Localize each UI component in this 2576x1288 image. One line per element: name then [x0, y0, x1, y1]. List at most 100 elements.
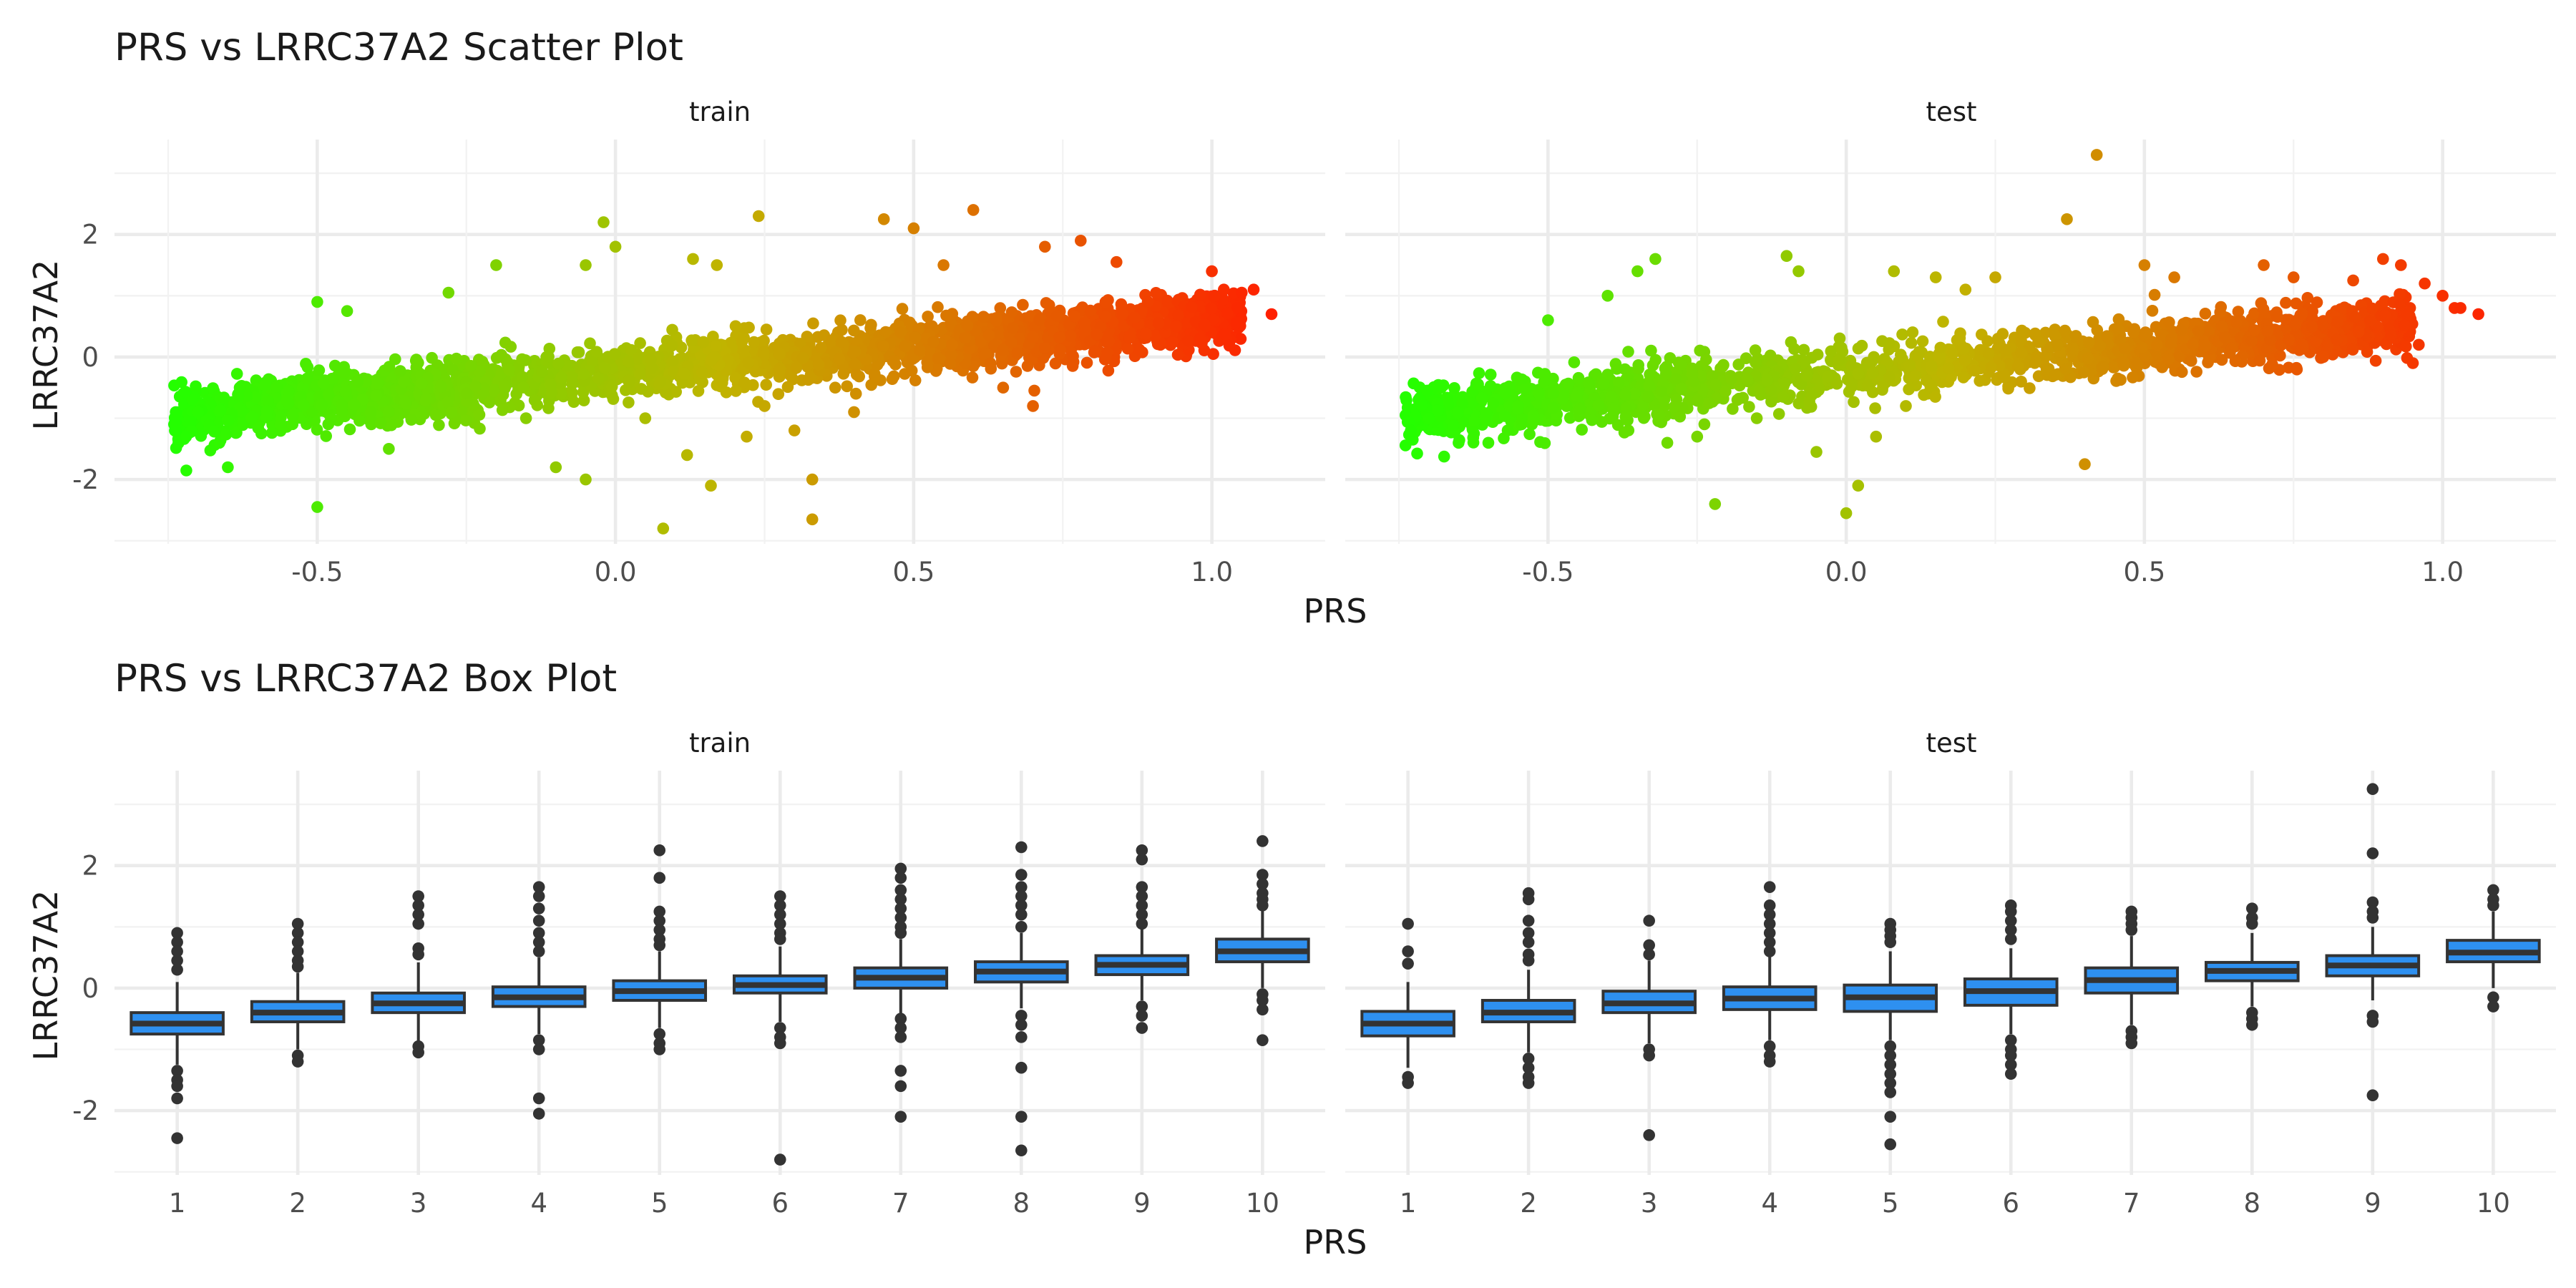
scatter-point	[2083, 336, 2095, 348]
box-outlier	[1136, 881, 1148, 893]
scatter-point	[1005, 306, 1018, 318]
scatter-point	[2331, 316, 2343, 328]
scatter-point	[2363, 315, 2376, 327]
scatter-point	[1066, 360, 1079, 372]
scatter-point	[2419, 277, 2431, 290]
box-train-box-1	[130, 927, 225, 1144]
scatter-point	[645, 361, 658, 374]
scatter-point	[1877, 379, 1889, 392]
scatter-point	[1538, 368, 1551, 380]
scatter-point	[519, 412, 532, 424]
scatter-point	[1761, 374, 1774, 386]
box-test-box-8	[2205, 902, 2300, 1031]
scatter-point	[1101, 334, 1113, 347]
box-outlier	[1136, 908, 1148, 921]
scatter-point	[1556, 392, 1569, 405]
box-outlier	[171, 945, 183, 957]
scatter-point	[1946, 347, 1959, 360]
scatter-point	[1236, 286, 1248, 299]
scatter-point	[528, 394, 541, 406]
scatter-point	[2266, 358, 2278, 371]
scatter-point	[2165, 337, 2177, 350]
scatter-point	[459, 414, 472, 426]
scatter-point	[1622, 424, 1635, 436]
scatter-point	[1515, 374, 1528, 386]
scatter-point	[708, 351, 721, 363]
scatter-point	[2230, 316, 2243, 329]
scatter-point	[2049, 369, 2062, 381]
box-outlier	[1402, 945, 1414, 957]
scatter-point	[849, 346, 862, 358]
scatter-point	[2361, 346, 2373, 358]
scatter-point	[850, 369, 863, 381]
scatter-point	[186, 393, 198, 406]
box-outlier	[171, 936, 183, 948]
scatter-point	[909, 374, 922, 386]
scatter-point	[1903, 383, 1915, 396]
scatter-point	[1523, 428, 1536, 440]
scatter-test-x-tick-label: 0.5	[2123, 557, 2165, 587]
scatter-point	[1050, 310, 1063, 322]
scatter-point	[2248, 324, 2260, 336]
scatter-point	[1629, 387, 1641, 400]
scatter-point	[2283, 333, 2295, 346]
scatter-point	[1996, 328, 2009, 340]
scatter-point	[997, 343, 1009, 356]
box-outlier	[1015, 1031, 1028, 1043]
box-outlier	[1763, 945, 1776, 957]
scatter-point	[879, 326, 892, 338]
scatter-panel-train-strip: train	[689, 97, 751, 127]
box-outlier	[2125, 924, 2138, 936]
scatter-point	[807, 317, 819, 330]
box-train-box-2	[250, 917, 346, 1068]
box-outlier	[1015, 899, 1028, 912]
scatter-point	[1117, 308, 1129, 320]
scatter-point	[741, 430, 753, 443]
scatter-point	[1405, 424, 1417, 436]
scatter-point	[623, 396, 635, 409]
scatter-point	[469, 380, 482, 393]
scatter-point	[680, 449, 693, 462]
scatter-point	[577, 368, 590, 381]
scatter-point	[1206, 265, 1218, 278]
scatter-point	[1706, 370, 1719, 382]
box-outlier	[894, 872, 907, 884]
scatter-point	[1848, 396, 1860, 409]
scatter-point	[1528, 414, 1540, 426]
scatter-point	[208, 425, 220, 438]
box-outlier	[894, 1065, 907, 1077]
scatter-point	[1719, 385, 1732, 398]
scatter-point	[584, 337, 596, 350]
box-outlier	[1884, 1086, 1897, 1098]
scatter-point	[2061, 213, 2073, 225]
scatter-point	[1547, 401, 1559, 414]
scatter-point	[1199, 318, 1211, 331]
scatter-point	[1054, 343, 1066, 356]
scatter-point	[854, 314, 867, 326]
scatter-point	[760, 379, 772, 391]
scatter-point	[240, 390, 253, 402]
scatter-point	[666, 323, 678, 336]
scatter-point	[907, 222, 920, 235]
scatter-point	[1661, 436, 1674, 449]
scatter-point	[1411, 447, 1423, 460]
scatter-test-x-tick-label: 0.0	[1825, 557, 1868, 587]
scatter-point	[597, 216, 610, 228]
scatter-point	[2413, 338, 2425, 351]
scatter-point	[1958, 354, 1971, 366]
box-outlier	[291, 945, 304, 957]
box-train-x-tick-label: 6	[771, 1188, 789, 1219]
scatter-point	[841, 380, 853, 393]
scatter-point	[1982, 347, 1995, 360]
scatter-point	[848, 324, 860, 337]
scatter-point	[435, 381, 447, 393]
box-outlier	[1015, 1010, 1028, 1022]
scatter-point	[994, 302, 1007, 314]
box-outlier	[1136, 890, 1148, 902]
box-outlier	[1015, 1144, 1028, 1157]
scatter-point	[806, 473, 819, 486]
scatter-point	[922, 353, 935, 366]
scatter-train-x-tick-label: 1.0	[1191, 557, 1233, 587]
scatter-point	[2317, 351, 2330, 364]
scatter-point	[371, 376, 384, 389]
